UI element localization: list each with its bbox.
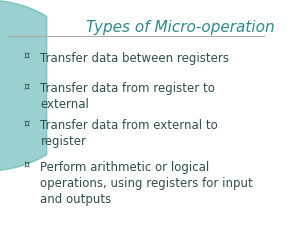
- Polygon shape: [0, 0, 47, 171]
- Text: ¤: ¤: [24, 52, 30, 62]
- Text: Types of Micro-operation: Types of Micro-operation: [86, 20, 275, 35]
- Text: ¤: ¤: [24, 82, 30, 92]
- Text: ¤: ¤: [24, 119, 30, 129]
- Text: Perform arithmetic or logical
operations, using registers for input
and outputs: Perform arithmetic or logical operations…: [40, 161, 253, 206]
- Text: Transfer data from register to
external: Transfer data from register to external: [40, 82, 215, 111]
- Text: Transfer data between registers: Transfer data between registers: [40, 52, 230, 65]
- Text: Transfer data from external to
register: Transfer data from external to register: [40, 119, 218, 148]
- Text: ¤: ¤: [24, 161, 30, 171]
